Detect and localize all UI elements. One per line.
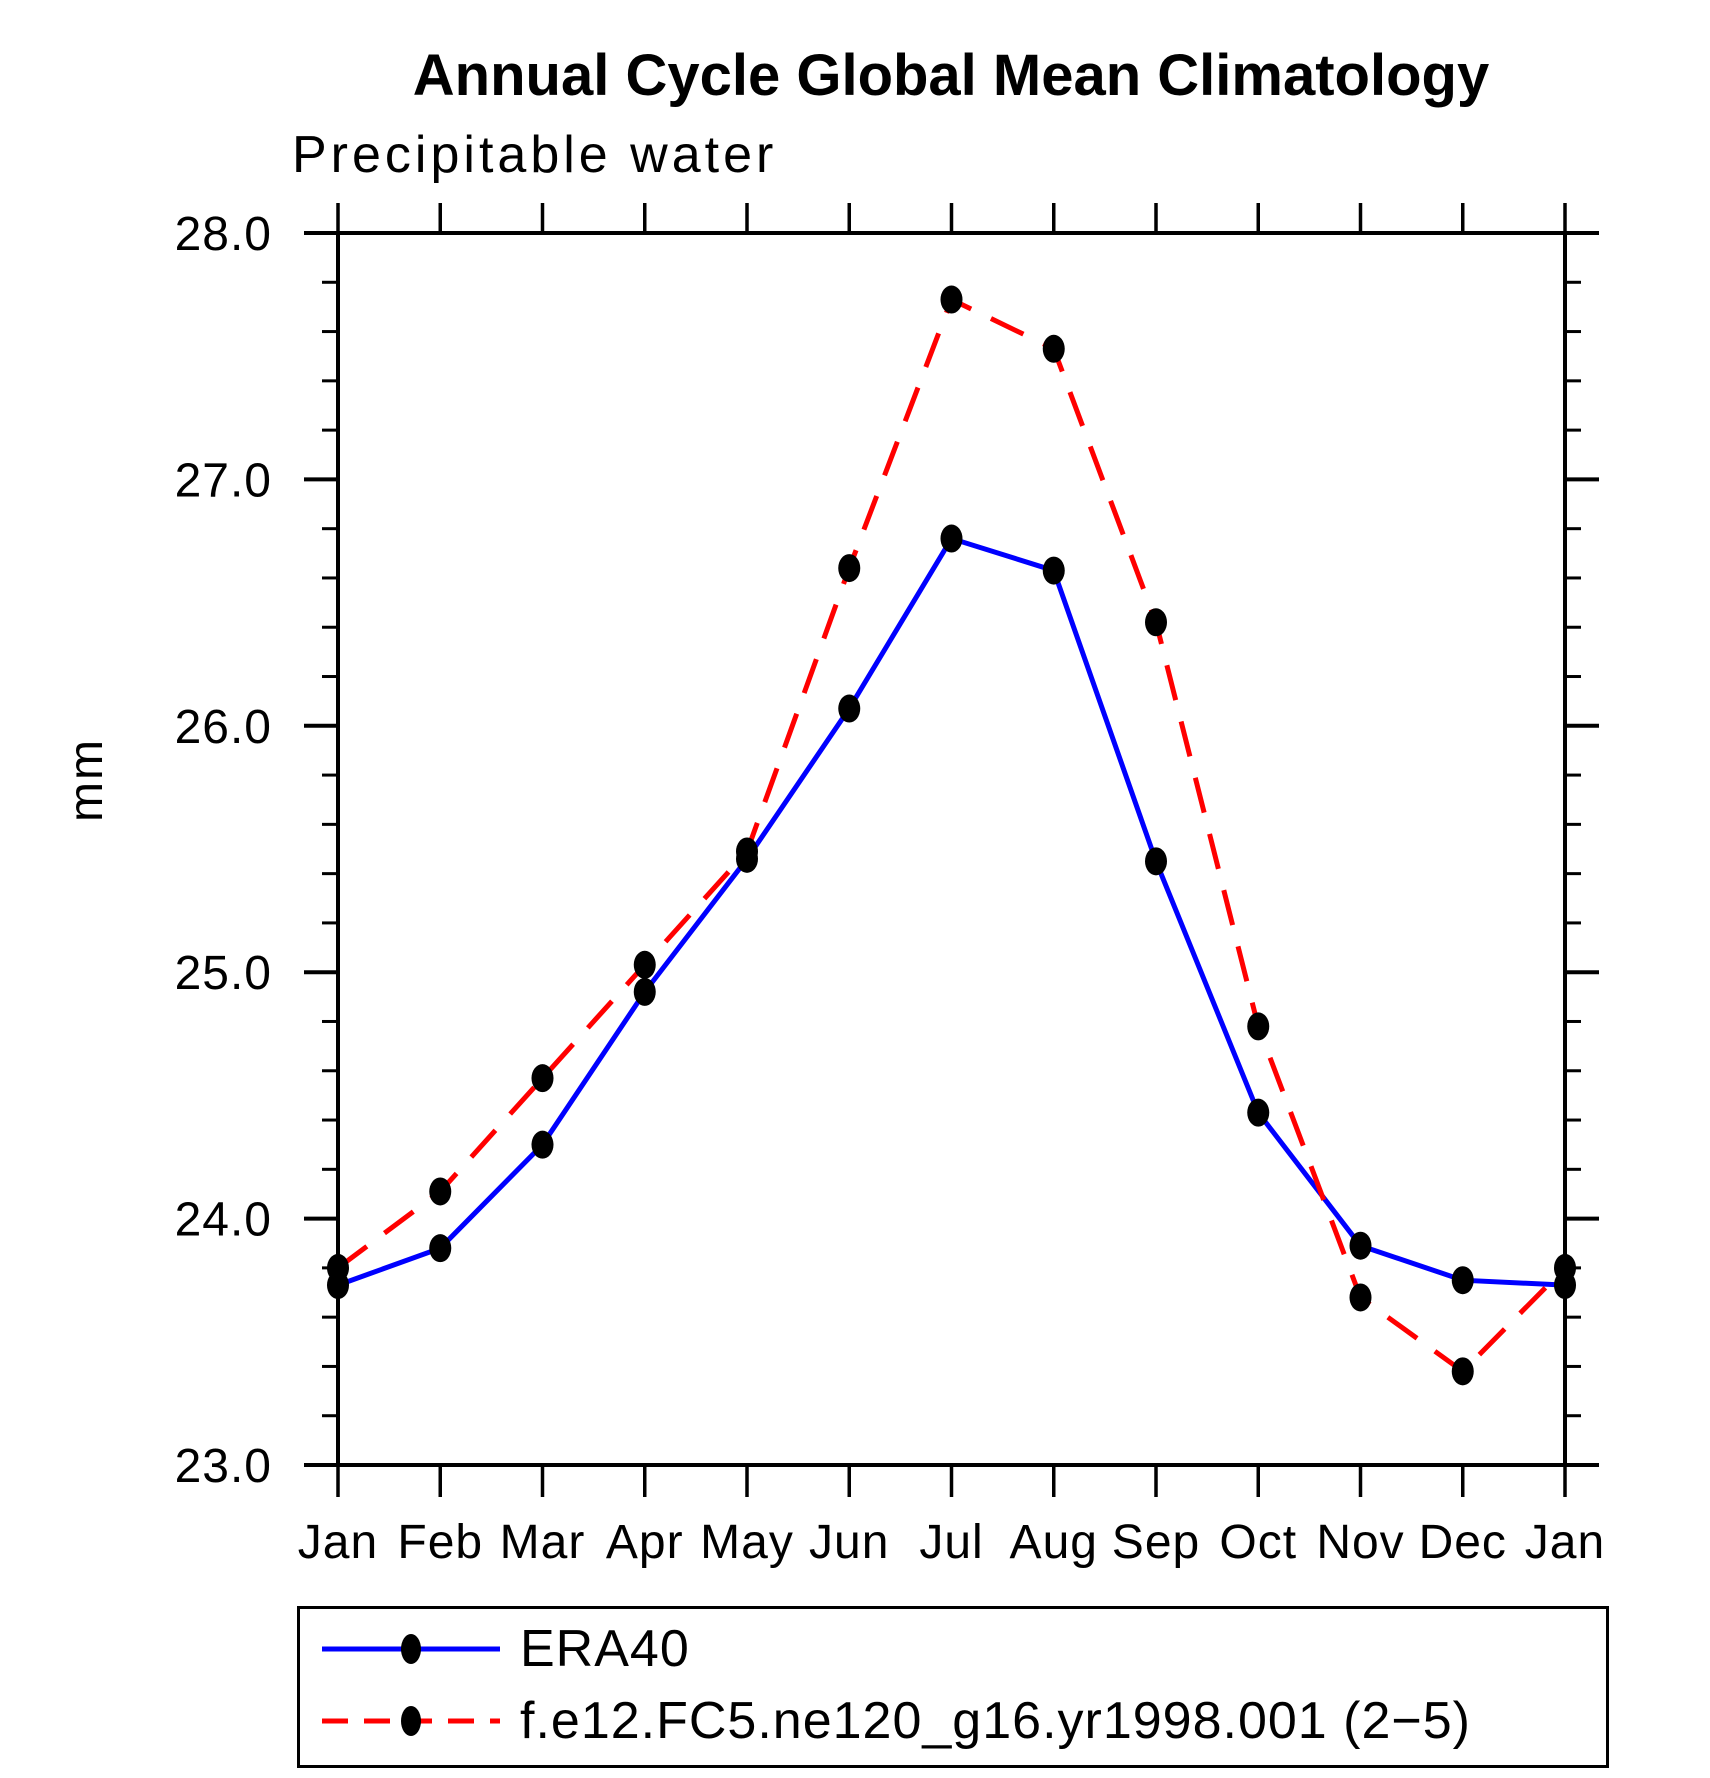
y-tick-label: 23.0 [175,1440,272,1493]
data-point-era40-Aug [1042,556,1065,585]
y-tick-label: 26.0 [175,701,272,754]
data-point-era40-Jun [838,694,861,723]
data-point-model-run-Jan [1554,1253,1576,1282]
data-point-era40-Mar [531,1130,554,1159]
month-label: Sep [1112,1516,1200,1569]
month-label: Nov [1316,1516,1404,1569]
data-point-era40-Dec [1451,1266,1474,1295]
series-line-model-run [336,296,1567,1375]
series-line-era40 [337,535,1566,1288]
month-label: Jul [919,1516,983,1569]
data-point-era40-Sep [1145,847,1167,876]
data-point-era40-Oct [1247,1098,1270,1127]
data-point-model-run-Nov [1349,1283,1372,1312]
data-point-model-run-Jun [838,554,861,583]
data-point-model-run-Jul [940,285,963,314]
legend-row-era40: ERA40 [310,1620,690,1678]
data-point-model-run-Oct [1247,1012,1270,1041]
data-point-era40-Feb [429,1234,452,1263]
plot-box [336,231,1567,1467]
month-label: Oct [1219,1516,1297,1569]
legend-box: ERA40 f.e12.FC5.ne120_g16.yr1998.001 (2−5… [297,1606,1609,1768]
y-axis-label: mm [60,738,113,822]
month-label: Jan [1525,1516,1605,1569]
month-label: Jan [298,1516,378,1569]
legend-sample-era40 [322,1634,500,1664]
data-point-model-run-May [736,837,758,866]
data-point-era40-Nov [1349,1231,1372,1260]
data-point-model-run-Sep [1145,608,1167,637]
y-tick-label: 28.0 [175,208,272,261]
month-label: Jun [809,1516,889,1569]
data-point-model-run-Feb [429,1177,452,1206]
chart-title: Annual Cycle Global Mean Climatology [413,43,1489,108]
data-point-model-run-Apr [633,950,656,979]
y-tick-label: 27.0 [175,454,272,507]
data-point-model-run-Mar [531,1064,554,1093]
month-label: Mar [500,1516,586,1569]
legend-label-model-run: f.e12.FC5.ne120_g16.yr1998.001 (2−5) [520,1692,1472,1750]
legend-row-model-run: f.e12.FC5.ne120_g16.yr1998.001 (2−5) [310,1692,1471,1750]
month-label: Feb [397,1516,483,1569]
chart-subtitle: Precipitable water [292,126,777,184]
legend-marker-icon [401,1634,421,1664]
legend-label-era40: ERA40 [520,1620,690,1678]
data-point-model-run-Dec [1451,1357,1474,1386]
series-layer [327,285,1576,1386]
y-tick-label: 24.0 [175,1194,272,1247]
axes-layer: Jan Feb Mar Apr May Jun Jul Aug Sep Oct Nov Dec Jan 2… [175,203,1605,1569]
month-label: May [700,1516,794,1569]
y-tick-label: 25.0 [175,947,272,1000]
data-point-era40-Jul [940,524,963,553]
month-label: Aug [1010,1516,1098,1569]
month-label: Dec [1419,1516,1507,1569]
legend-marker-icon [401,1706,421,1736]
data-point-model-run-Jan [327,1253,349,1282]
legend-sample-model-run [322,1706,500,1736]
data-point-model-run-Aug [1042,334,1065,363]
data-point-era40-Apr [633,977,656,1006]
month-label: Apr [606,1516,684,1569]
